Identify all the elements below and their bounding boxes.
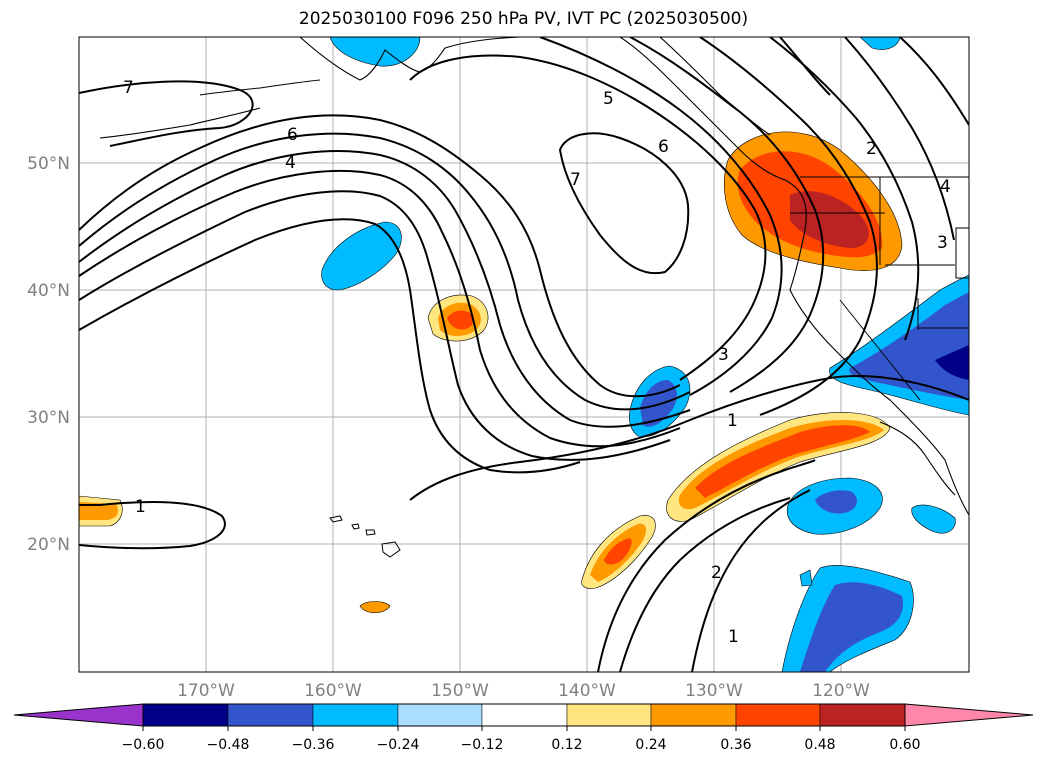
contour-label: 1 xyxy=(135,497,146,517)
contour-label: 6 xyxy=(287,125,298,145)
pv-contour-4-west xyxy=(79,150,691,428)
negative-anomaly-gulf-alaska xyxy=(329,37,421,67)
colorbar-segment xyxy=(650,703,737,727)
pv-contour-7-west xyxy=(79,80,254,147)
pv-contours xyxy=(79,37,969,672)
contour-label: 2 xyxy=(866,139,877,159)
colorbar-low-extend xyxy=(13,703,144,727)
pv-contour-1-main xyxy=(79,501,226,550)
lon-labels: 170°W 160°W 150°W 140°W 130°W 120°W xyxy=(177,681,870,701)
contour-label: 1 xyxy=(728,627,739,647)
pv-contour-7-center xyxy=(558,132,690,275)
pv-contour-6-east xyxy=(409,54,767,381)
contour-label: 4 xyxy=(285,153,296,173)
colorbar-segment xyxy=(481,703,568,727)
contour-label: 4 xyxy=(940,177,951,197)
pv-contour-2-west xyxy=(79,190,671,461)
pv-contour-2-east xyxy=(597,459,816,672)
contour-label: 3 xyxy=(718,345,729,365)
colorbar-segment xyxy=(397,703,483,727)
lat-label-40n: 40°N xyxy=(27,281,70,301)
colorbar-tick-label: −0.48 xyxy=(207,737,250,753)
pv-contour-5-west xyxy=(79,132,691,411)
contour-labels: 7 6 4 5 6 7 2 4 3 3 1 1 2 1 xyxy=(123,78,951,647)
pv-contour-1-west xyxy=(79,218,411,331)
colorbar-tick-label: 0.60 xyxy=(889,737,920,753)
pv-contour-4-far-east xyxy=(899,37,969,126)
colorbar-high-extend xyxy=(904,703,1034,727)
pv-contour-3-east xyxy=(699,37,878,416)
colorbar-tick-label: −0.60 xyxy=(122,737,165,753)
contour-label: 1 xyxy=(727,411,738,431)
lat-labels: 50°N 40°N 30°N 20°N xyxy=(27,154,70,555)
colorbar-segment xyxy=(312,703,399,727)
contour-label: 7 xyxy=(123,78,134,98)
contour-label: 2 xyxy=(711,563,722,583)
colorbar-tick-label: 0.24 xyxy=(635,737,666,753)
lon-label-160w: 160°W xyxy=(304,681,362,701)
pv-contour-5-east xyxy=(539,37,783,396)
lon-label-150w: 150°W xyxy=(431,681,489,701)
pv-contour-6-west xyxy=(79,114,681,398)
pv-contour-1-long xyxy=(409,375,969,501)
pv-contour-3-far-east xyxy=(844,37,955,241)
colorbar-tick-label: 0.36 xyxy=(720,737,751,753)
colorbar-tick-label: 0.48 xyxy=(804,737,835,753)
colorbar-tick-label: −0.36 xyxy=(292,737,335,753)
positive-anomaly-hawaii-south xyxy=(359,601,391,614)
contour-label: 3 xyxy=(937,233,948,253)
pv-contour-1-ne xyxy=(779,37,831,96)
colorbar-ticks xyxy=(142,726,906,731)
colorbar-tick-label: −0.12 xyxy=(461,737,504,753)
map-frame xyxy=(78,36,970,673)
negative-anomaly-baja xyxy=(911,504,956,534)
coastlines xyxy=(99,37,969,516)
lat-label-50n: 50°N xyxy=(27,154,70,174)
pv-contour-2-east-upper xyxy=(769,37,920,341)
colorbar-segment xyxy=(566,703,652,727)
colorbar-tick-label: 0.12 xyxy=(551,737,582,753)
lat-label-30n: 30°N xyxy=(27,408,70,428)
ivt-shading xyxy=(79,37,969,672)
lon-label-140w: 140°W xyxy=(558,681,616,701)
contour-label: 6 xyxy=(658,137,669,157)
lon-label-130w: 130°W xyxy=(685,681,743,701)
hawaii xyxy=(329,515,401,558)
lat-label-20n: 20°N xyxy=(27,535,70,555)
colorbar-tick-label: −0.24 xyxy=(377,737,420,753)
pv-contour-1-east xyxy=(619,497,791,672)
colorbar: −0.60 −0.48 −0.36 −0.24 −0.12 0.12 0.24 … xyxy=(13,703,1034,753)
pv-contour-4-east xyxy=(629,37,825,393)
map-title: 2025030100 F096 250 hPa PV, IVT PC (2025… xyxy=(298,9,749,29)
pv-contour-1-inner xyxy=(409,289,581,474)
borders xyxy=(790,176,969,401)
pv-contour-3-west xyxy=(79,169,681,448)
map-panel: 7 6 4 5 6 7 2 4 3 3 1 1 2 1 xyxy=(79,37,969,672)
lon-label-120w: 120°W xyxy=(812,681,870,701)
lon-label-170w: 170°W xyxy=(177,681,235,701)
colorbar-segment xyxy=(142,703,229,727)
colorbar-segment xyxy=(227,703,314,727)
colorbar-segment xyxy=(735,703,821,727)
pv-contour-east-3 xyxy=(691,489,811,672)
negative-anomaly-160w xyxy=(321,221,402,291)
colorbar-segment xyxy=(819,703,906,727)
contour-label: 5 xyxy=(603,89,614,109)
contour-label: 7 xyxy=(570,170,581,190)
